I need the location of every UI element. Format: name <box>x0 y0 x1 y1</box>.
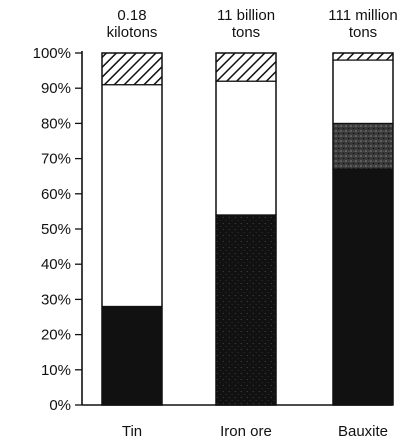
category-labels: Tin Iron ore Bauxite <box>122 423 388 440</box>
bar-outline <box>101 52 163 406</box>
bar-segment <box>101 52 163 86</box>
bar-segment <box>215 80 277 216</box>
bar-top-label: kilotons <box>107 24 158 41</box>
y-tick-label: 10% <box>41 362 71 379</box>
y-tick-label: 50% <box>41 221 71 238</box>
y-tick-label: 70% <box>41 151 71 168</box>
y-tick-label: 90% <box>41 80 71 97</box>
bar-segment <box>332 122 394 170</box>
bar-top-label: 0.18 <box>117 7 146 24</box>
bar-segment <box>215 214 277 406</box>
bar-segment <box>332 168 394 406</box>
bar-top-label: tons <box>349 24 377 41</box>
bar-segment <box>101 84 163 308</box>
bar-top-label: 11 billion <box>217 7 275 24</box>
bar-outline <box>215 52 277 406</box>
bars <box>101 52 394 406</box>
x-category-label: Bauxite <box>338 423 388 440</box>
bar-top-label: tons <box>232 24 260 41</box>
y-tick-label: 80% <box>41 115 71 132</box>
y-tick-label: 100% <box>33 45 71 62</box>
bar-segment <box>101 305 163 406</box>
y-tick-label: 20% <box>41 327 71 344</box>
y-tick-label: 40% <box>41 256 71 273</box>
bar-segment <box>215 52 277 82</box>
y-tick-label: 60% <box>41 186 71 203</box>
bar-top-label: 111 million <box>328 7 397 24</box>
x-category-label: Tin <box>122 423 142 440</box>
bar-outline <box>332 52 394 406</box>
y-tick-label: 0% <box>49 397 71 414</box>
bar-segment <box>332 59 394 125</box>
y-axis: 0% 10% 20% 30% 40% 50% 60% 70% 80% 90% 100% <box>33 45 392 414</box>
x-category-label: Iron ore <box>220 423 272 440</box>
y-tick-label: 30% <box>41 291 71 308</box>
bar-segment <box>332 52 394 61</box>
